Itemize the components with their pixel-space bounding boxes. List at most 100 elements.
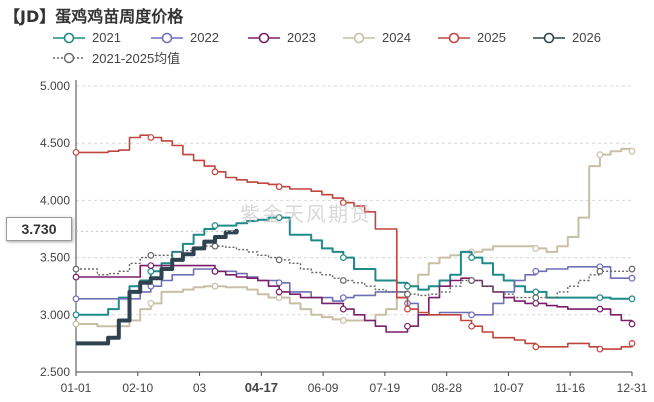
x-tick-label: 01-01: [61, 381, 92, 395]
legend-item-2023[interactable]: 2023: [247, 30, 316, 45]
series-line-2023: [76, 264, 633, 333]
point-avg: [275, 256, 283, 264]
y-tick-label: 5.000: [40, 79, 70, 93]
x-tick-label: 02-10: [122, 381, 153, 395]
point-2023: [404, 322, 411, 330]
point-avg: [72, 265, 80, 273]
legend-marker-2023: [248, 32, 280, 43]
legend-label-2026: 2026: [572, 30, 601, 45]
y-value-badge: 3.730: [6, 217, 72, 241]
legend-item-2025[interactable]: 2025: [437, 30, 506, 45]
point-2021: [628, 295, 636, 303]
point-2025: [532, 343, 540, 351]
x-tick-label: 04-17: [245, 380, 278, 395]
point-avg: [628, 265, 636, 273]
point-2025: [339, 199, 347, 207]
x-tick-label: 06-09: [308, 381, 339, 395]
point-2021: [275, 214, 283, 221]
point-avg: [211, 242, 219, 250]
series-line-avg: [76, 245, 633, 299]
point-2022: [339, 294, 347, 302]
point-2025: [275, 183, 283, 191]
x-tick-label: 12-31: [617, 381, 648, 395]
point-2024: [147, 299, 155, 307]
chart-title: 【JD】蛋鸡鸡苗周度价格: [4, 7, 184, 26]
x-tick-label: 03: [193, 381, 207, 395]
point-2023: [275, 288, 283, 296]
y-tick-label: 3.000: [40, 308, 70, 322]
point-avg: [468, 277, 476, 284]
point-2024: [532, 245, 540, 252]
y-tick-label: 3.500: [40, 251, 70, 265]
legend-label-2024: 2024: [382, 30, 411, 45]
legend-label-2021: 2021: [92, 30, 121, 45]
point-2023: [596, 305, 604, 313]
legend-label-2025: 2025: [477, 30, 506, 45]
x-tick-label: 11-16: [555, 381, 585, 395]
point-2023: [628, 320, 636, 328]
x-tick-label: 07-19: [370, 381, 401, 395]
point-2025: [404, 305, 411, 313]
point-2023: [339, 305, 347, 313]
legend-item-avg[interactable]: 2021-2025均值: [52, 48, 180, 67]
y-tick-label: 4.000: [40, 193, 70, 207]
point-avg: [596, 267, 604, 275]
point-2021: [404, 282, 411, 290]
legend-marker-2021: [53, 32, 85, 43]
point-2023: [72, 273, 80, 281]
legend-label-2023: 2023: [287, 30, 316, 45]
point-2022: [628, 274, 636, 282]
point-2024: [339, 317, 347, 324]
point-2023: [147, 262, 155, 270]
point-2023: [211, 267, 219, 275]
point-2024: [275, 294, 283, 302]
legend-item-2024[interactable]: 2024: [342, 30, 411, 45]
point-2024: [211, 282, 219, 290]
legend-marker-2026: [533, 32, 565, 43]
point-2024: [596, 151, 604, 159]
point-2021: [72, 311, 80, 319]
watermark: 紫金天风期货: [240, 202, 372, 226]
point-2024: [72, 320, 80, 328]
legend-marker-2022: [151, 32, 183, 43]
point-2021: [468, 254, 476, 262]
legend-item-2021[interactable]: 2021: [52, 30, 121, 45]
point-2023: [532, 299, 540, 307]
point-avg: [339, 277, 347, 284]
point-2021: [211, 222, 219, 229]
point-avg: [147, 251, 155, 259]
point-2025: [211, 168, 219, 176]
point-2024: [628, 147, 636, 155]
x-tick-label: 10-07: [493, 381, 524, 395]
point-2025: [596, 345, 604, 353]
y-tick-label: 2.500: [40, 365, 70, 379]
x-tick-label: 08-28: [431, 381, 462, 395]
legend-marker-2025: [438, 32, 470, 43]
legend-item-2026[interactable]: 2026: [532, 30, 601, 45]
legend-label-2022: 2022: [190, 30, 219, 45]
point-2021: [147, 267, 155, 275]
series-line-2025: [76, 134, 633, 350]
point-avg: [532, 294, 540, 302]
point-2022: [275, 279, 283, 287]
y-tick-label: 4.500: [40, 136, 70, 150]
point-avg: [404, 290, 411, 298]
series-line-2026: [76, 230, 239, 346]
point-2025: [468, 322, 476, 330]
point-2022: [532, 267, 540, 275]
legend-item-2022[interactable]: 2022: [150, 30, 219, 45]
point-2021: [596, 294, 604, 302]
series-line-2024: [76, 147, 633, 328]
series-line-2022: [76, 266, 632, 316]
point-2026-last: [233, 228, 239, 234]
legend-label-avg: 2021-2025均值: [92, 51, 181, 66]
point-2022: [468, 311, 476, 319]
point-2021: [339, 254, 347, 262]
point-2021: [532, 288, 540, 296]
point-2025: [72, 148, 80, 156]
legend-marker-avg: [53, 52, 85, 63]
point-2025: [147, 134, 155, 141]
point-2025: [628, 340, 636, 347]
legend-marker-2024: [343, 32, 375, 43]
